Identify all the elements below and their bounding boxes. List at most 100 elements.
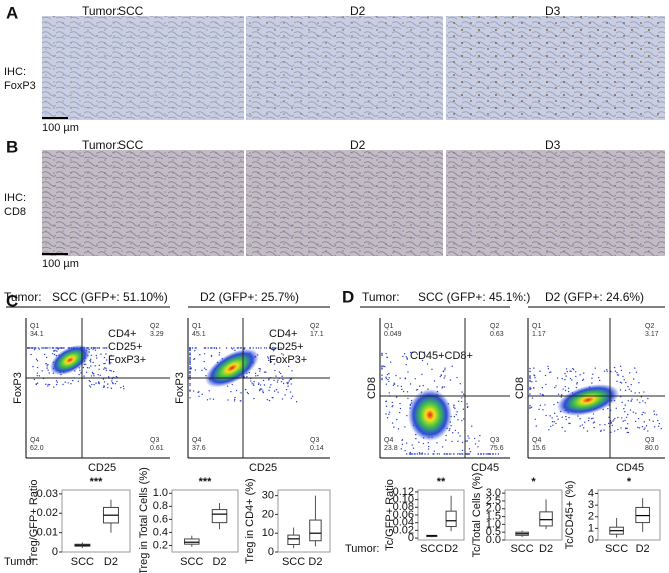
y-tick-label: 4 [588, 487, 594, 499]
event-dot [653, 413, 656, 416]
event-dot [257, 383, 260, 386]
event-dot [290, 383, 292, 385]
event-dot [189, 353, 191, 356]
event-dot [278, 371, 281, 373]
event-dot [194, 350, 196, 352]
event-dot [268, 399, 271, 402]
event-dot [624, 404, 627, 406]
event-dot [246, 391, 249, 394]
quadrant-value: 3.17 [645, 331, 659, 338]
event-dot [277, 391, 279, 393]
event-dot [273, 379, 275, 382]
event-dot [597, 376, 600, 379]
event-dot [385, 400, 388, 402]
event-dot [260, 347, 262, 349]
event-dot [405, 453, 408, 455]
event-dot [33, 349, 36, 351]
event-dot [467, 435, 469, 437]
event-dot [272, 349, 275, 352]
event-dot [416, 353, 419, 355]
event-dot [226, 385, 229, 387]
event-dot [103, 347, 106, 349]
event-dot [456, 453, 459, 455]
quadrant-value: 3.29 [150, 331, 164, 338]
event-dot [634, 367, 636, 369]
event-dot [431, 368, 433, 371]
event-dot [639, 401, 641, 404]
y-tick-label: 0.02 [37, 507, 58, 519]
event-dot [201, 369, 203, 372]
event-dot [529, 404, 531, 407]
event-dot [212, 398, 215, 400]
event-dot [606, 370, 608, 372]
event-dot [542, 409, 544, 411]
event-dot [409, 351, 412, 354]
y-tick-label: 1.0 [153, 487, 168, 499]
event-dot [28, 347, 31, 349]
event-dot [388, 380, 390, 383]
y-tick-label: 2.0 [486, 503, 501, 515]
event-dot [593, 421, 596, 423]
stain-label: IHC: [4, 66, 26, 78]
y-tick-label: 10 [262, 527, 274, 539]
event-dot [41, 347, 43, 349]
event-dot [57, 348, 59, 350]
event-dot [250, 380, 252, 382]
plot-frame [417, 489, 465, 541]
event-dot [234, 398, 236, 401]
event-dot [383, 365, 385, 367]
event-dot [416, 453, 419, 455]
event-dot [397, 428, 400, 430]
event-dot [254, 372, 257, 375]
event-dot [579, 425, 581, 427]
event-dot [246, 376, 248, 378]
event-dot [36, 360, 39, 362]
event-dot [571, 379, 573, 381]
event-dot [49, 347, 51, 349]
event-dot [234, 396, 236, 399]
event-dot [624, 419, 626, 422]
gate-annotation: CD4+ [108, 328, 136, 340]
event-dot [548, 429, 550, 431]
event-dot [96, 347, 98, 349]
event-dot [92, 372, 94, 375]
event-dot [110, 362, 112, 364]
event-dot [576, 383, 578, 385]
event-dot [385, 377, 388, 380]
event-dot [627, 431, 630, 434]
event-dot [115, 375, 118, 378]
event-dot [210, 347, 213, 349]
event-dot [643, 421, 645, 423]
event-dot [98, 382, 100, 385]
event-dot [628, 388, 631, 390]
event-dot [630, 383, 632, 386]
event-dot [657, 419, 659, 422]
event-dot [553, 403, 555, 406]
event-dot [529, 393, 531, 395]
event-dot [644, 427, 646, 429]
event-dot [442, 370, 445, 373]
y-axis-label: Tc/GFP+ Ratio [384, 479, 396, 551]
event-dot [533, 367, 535, 369]
event-dot [603, 370, 606, 372]
event-dot [612, 420, 614, 422]
event-dot [194, 369, 197, 371]
event-dot [405, 356, 407, 358]
event-dot [653, 410, 655, 412]
event-dot [110, 387, 113, 390]
event-dot [422, 442, 425, 445]
event-dot [569, 377, 572, 380]
event-dot [444, 375, 446, 377]
event-dot [52, 352, 54, 355]
event-dot [42, 347, 44, 349]
event-dot [257, 347, 260, 349]
event-dot [94, 349, 97, 351]
density-cloud [556, 384, 620, 416]
event-dot [570, 370, 572, 373]
event-dot [249, 347, 251, 349]
event-dot [189, 367, 191, 369]
event-dot [77, 380, 80, 382]
event-dot [418, 441, 420, 444]
event-dot [209, 398, 211, 400]
event-dot [189, 378, 191, 381]
